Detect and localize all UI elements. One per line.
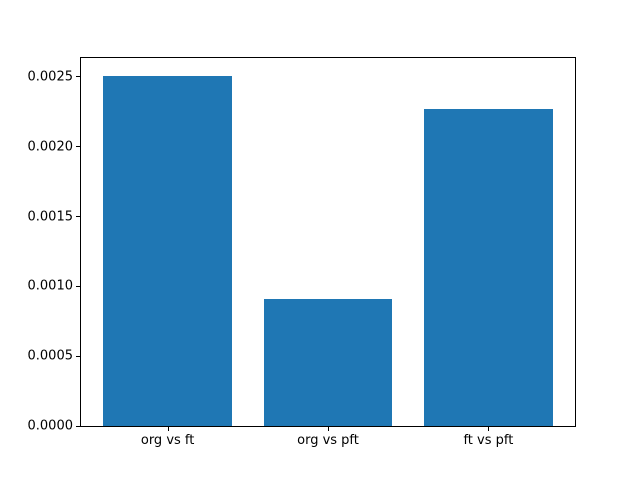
y-tick-mark (76, 146, 80, 148)
y-tick-label: 0.0020 (27, 139, 74, 155)
y-tick-label: 0.0000 (27, 418, 74, 434)
y-tick-mark (76, 355, 80, 357)
x-tick-label: org vs pft (297, 433, 359, 448)
y-tick-mark (76, 425, 80, 427)
y-tick-label: 0.0025 (27, 69, 74, 85)
y-tick-mark (76, 285, 80, 287)
bar-ft-vs-pft (424, 109, 553, 426)
x-tick-mark (167, 427, 169, 431)
x-tick-mark (488, 427, 490, 431)
x-tick-label: org vs ft (140, 433, 195, 448)
y-tick-label: 0.0015 (27, 209, 74, 225)
y-tick-mark (76, 216, 80, 218)
y-tick-label: 0.0010 (27, 278, 74, 294)
plot-area: org vs ft org vs pft ft vs pft 0.0000 0.0005… (28, 57, 576, 447)
y-tick-label: 0.0005 (27, 348, 74, 364)
x-tick-mark (328, 427, 329, 431)
bar-org-vs-ft (103, 76, 232, 426)
bar-org-vs-pft (263, 299, 393, 426)
y-tick-mark (76, 76, 80, 78)
x-tick-label: ft vs pft (463, 433, 514, 448)
